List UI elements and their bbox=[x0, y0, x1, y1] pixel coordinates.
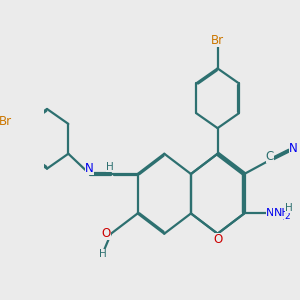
Text: H: H bbox=[99, 249, 106, 259]
Text: H: H bbox=[106, 162, 114, 172]
Text: O: O bbox=[102, 227, 111, 240]
Text: O: O bbox=[213, 233, 222, 246]
Text: NH: NH bbox=[273, 208, 290, 218]
Text: 2: 2 bbox=[283, 213, 288, 222]
Text: C: C bbox=[266, 150, 274, 163]
Text: Br: Br bbox=[211, 34, 224, 47]
Text: N: N bbox=[85, 162, 94, 175]
Text: H: H bbox=[285, 203, 293, 213]
Text: N: N bbox=[289, 142, 298, 154]
Text: NH: NH bbox=[266, 208, 283, 218]
Text: 2: 2 bbox=[284, 212, 290, 221]
Text: Br: Br bbox=[0, 115, 12, 128]
